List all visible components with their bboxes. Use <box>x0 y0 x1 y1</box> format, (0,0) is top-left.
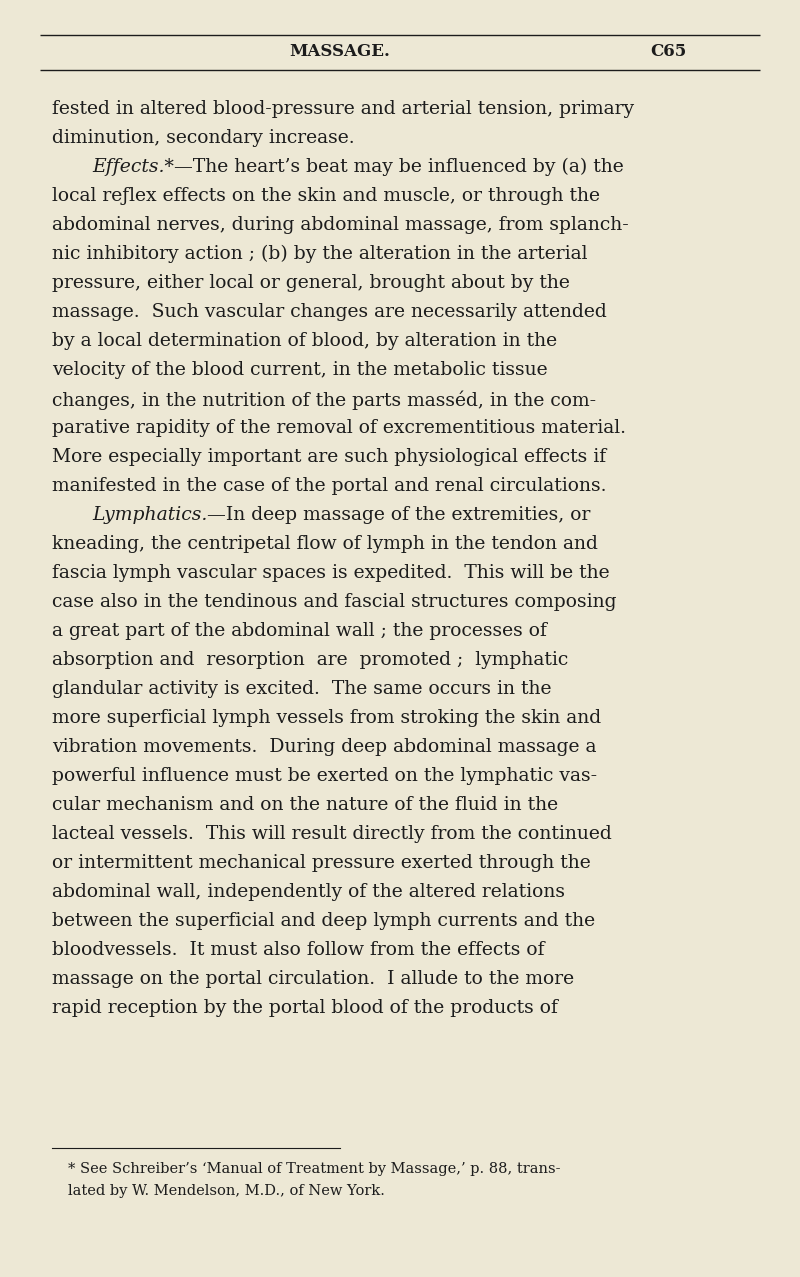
Text: massage.  Such vascular changes are necessarily attended: massage. Such vascular changes are neces… <box>52 303 606 321</box>
Text: bloodvessels.  It must also follow from the effects of: bloodvessels. It must also follow from t… <box>52 941 545 959</box>
Text: Lymphatics.: Lymphatics. <box>92 506 207 524</box>
Text: lated by W. Mendelson, M.D., of New York.: lated by W. Mendelson, M.D., of New York… <box>68 1184 385 1198</box>
Text: fascia lymph vascular spaces is expedited.  This will be the: fascia lymph vascular spaces is expedite… <box>52 564 610 582</box>
Text: abdominal wall, independently of the altered relations: abdominal wall, independently of the alt… <box>52 882 565 902</box>
Text: lacteal vessels.  This will result directly from the continued: lacteal vessels. This will result direct… <box>52 825 612 843</box>
Text: rapid reception by the portal blood of the products of: rapid reception by the portal blood of t… <box>52 999 558 1016</box>
Text: manifested in the case of the portal and renal circulations.: manifested in the case of the portal and… <box>52 478 606 495</box>
Text: —The heart’s beat may be influenced by (a) the: —The heart’s beat may be influenced by (… <box>174 158 624 176</box>
Text: diminution, secondary increase.: diminution, secondary increase. <box>52 129 354 147</box>
Text: nic inhibitory action ; (b) by the alteration in the arterial: nic inhibitory action ; (b) by the alter… <box>52 245 587 263</box>
Text: velocity of the blood current, in the metabolic tissue: velocity of the blood current, in the me… <box>52 361 548 379</box>
Text: * See Schreiber’s ‘Manual of Treatment by Massage,’ p. 88, trans-: * See Schreiber’s ‘Manual of Treatment b… <box>68 1162 561 1176</box>
Text: local reƒlex effects on the skin and muscle, or through the: local reƒlex effects on the skin and mus… <box>52 186 600 206</box>
Text: kneading, the centripetal flow of lymph in the tendon and: kneading, the centripetal flow of lymph … <box>52 535 598 553</box>
Text: parative rapidity of the removal of excrementitious material.: parative rapidity of the removal of excr… <box>52 419 626 437</box>
Text: —In deep massage of the extremities, or: —In deep massage of the extremities, or <box>207 506 590 524</box>
Text: by a local determination of blood, by alteration in the: by a local determination of blood, by al… <box>52 332 557 350</box>
Text: a great part of the abdominal wall ; the processes of: a great part of the abdominal wall ; the… <box>52 622 547 640</box>
Text: or intermittent mechanical pressure exerted through the: or intermittent mechanical pressure exer… <box>52 854 590 872</box>
Text: MASSAGE.: MASSAGE. <box>290 43 390 60</box>
Text: powerful influence must be exerted on the lymphatic vas-: powerful influence must be exerted on th… <box>52 767 597 785</box>
Text: changes, in the nutrition of the parts masséd, in the com-: changes, in the nutrition of the parts m… <box>52 389 596 410</box>
Text: C65: C65 <box>650 43 686 60</box>
Text: case also in the tendinous and fascial structures composing: case also in the tendinous and fascial s… <box>52 593 617 610</box>
Text: pressure, either local or general, brought about by the: pressure, either local or general, broug… <box>52 275 570 292</box>
Text: fested in altered blood-pressure and arterial tension, primary: fested in altered blood-pressure and art… <box>52 100 634 117</box>
Text: abdominal nerves, during abdominal massage, from splanch-: abdominal nerves, during abdominal massa… <box>52 216 629 234</box>
Text: massage on the portal circulation.  I allude to the more: massage on the portal circulation. I all… <box>52 971 574 988</box>
Text: Effects.*: Effects.* <box>92 158 174 176</box>
Text: vibration movements.  During deep abdominal massage a: vibration movements. During deep abdomin… <box>52 738 597 756</box>
Text: between the superficial and deep lymph currents and the: between the superficial and deep lymph c… <box>52 912 595 930</box>
Text: cular mechanism and on the nature of the fluid in the: cular mechanism and on the nature of the… <box>52 796 558 813</box>
Text: absorption and  resorption  are  promoted ;  lymphatic: absorption and resorption are promoted ;… <box>52 651 568 669</box>
Text: More especially important are such physiological effects if: More especially important are such physi… <box>52 448 606 466</box>
Text: more superficial lymph vessels from stroking the skin and: more superficial lymph vessels from stro… <box>52 709 601 727</box>
Text: glandular activity is excited.  The same occurs in the: glandular activity is excited. The same … <box>52 679 551 699</box>
